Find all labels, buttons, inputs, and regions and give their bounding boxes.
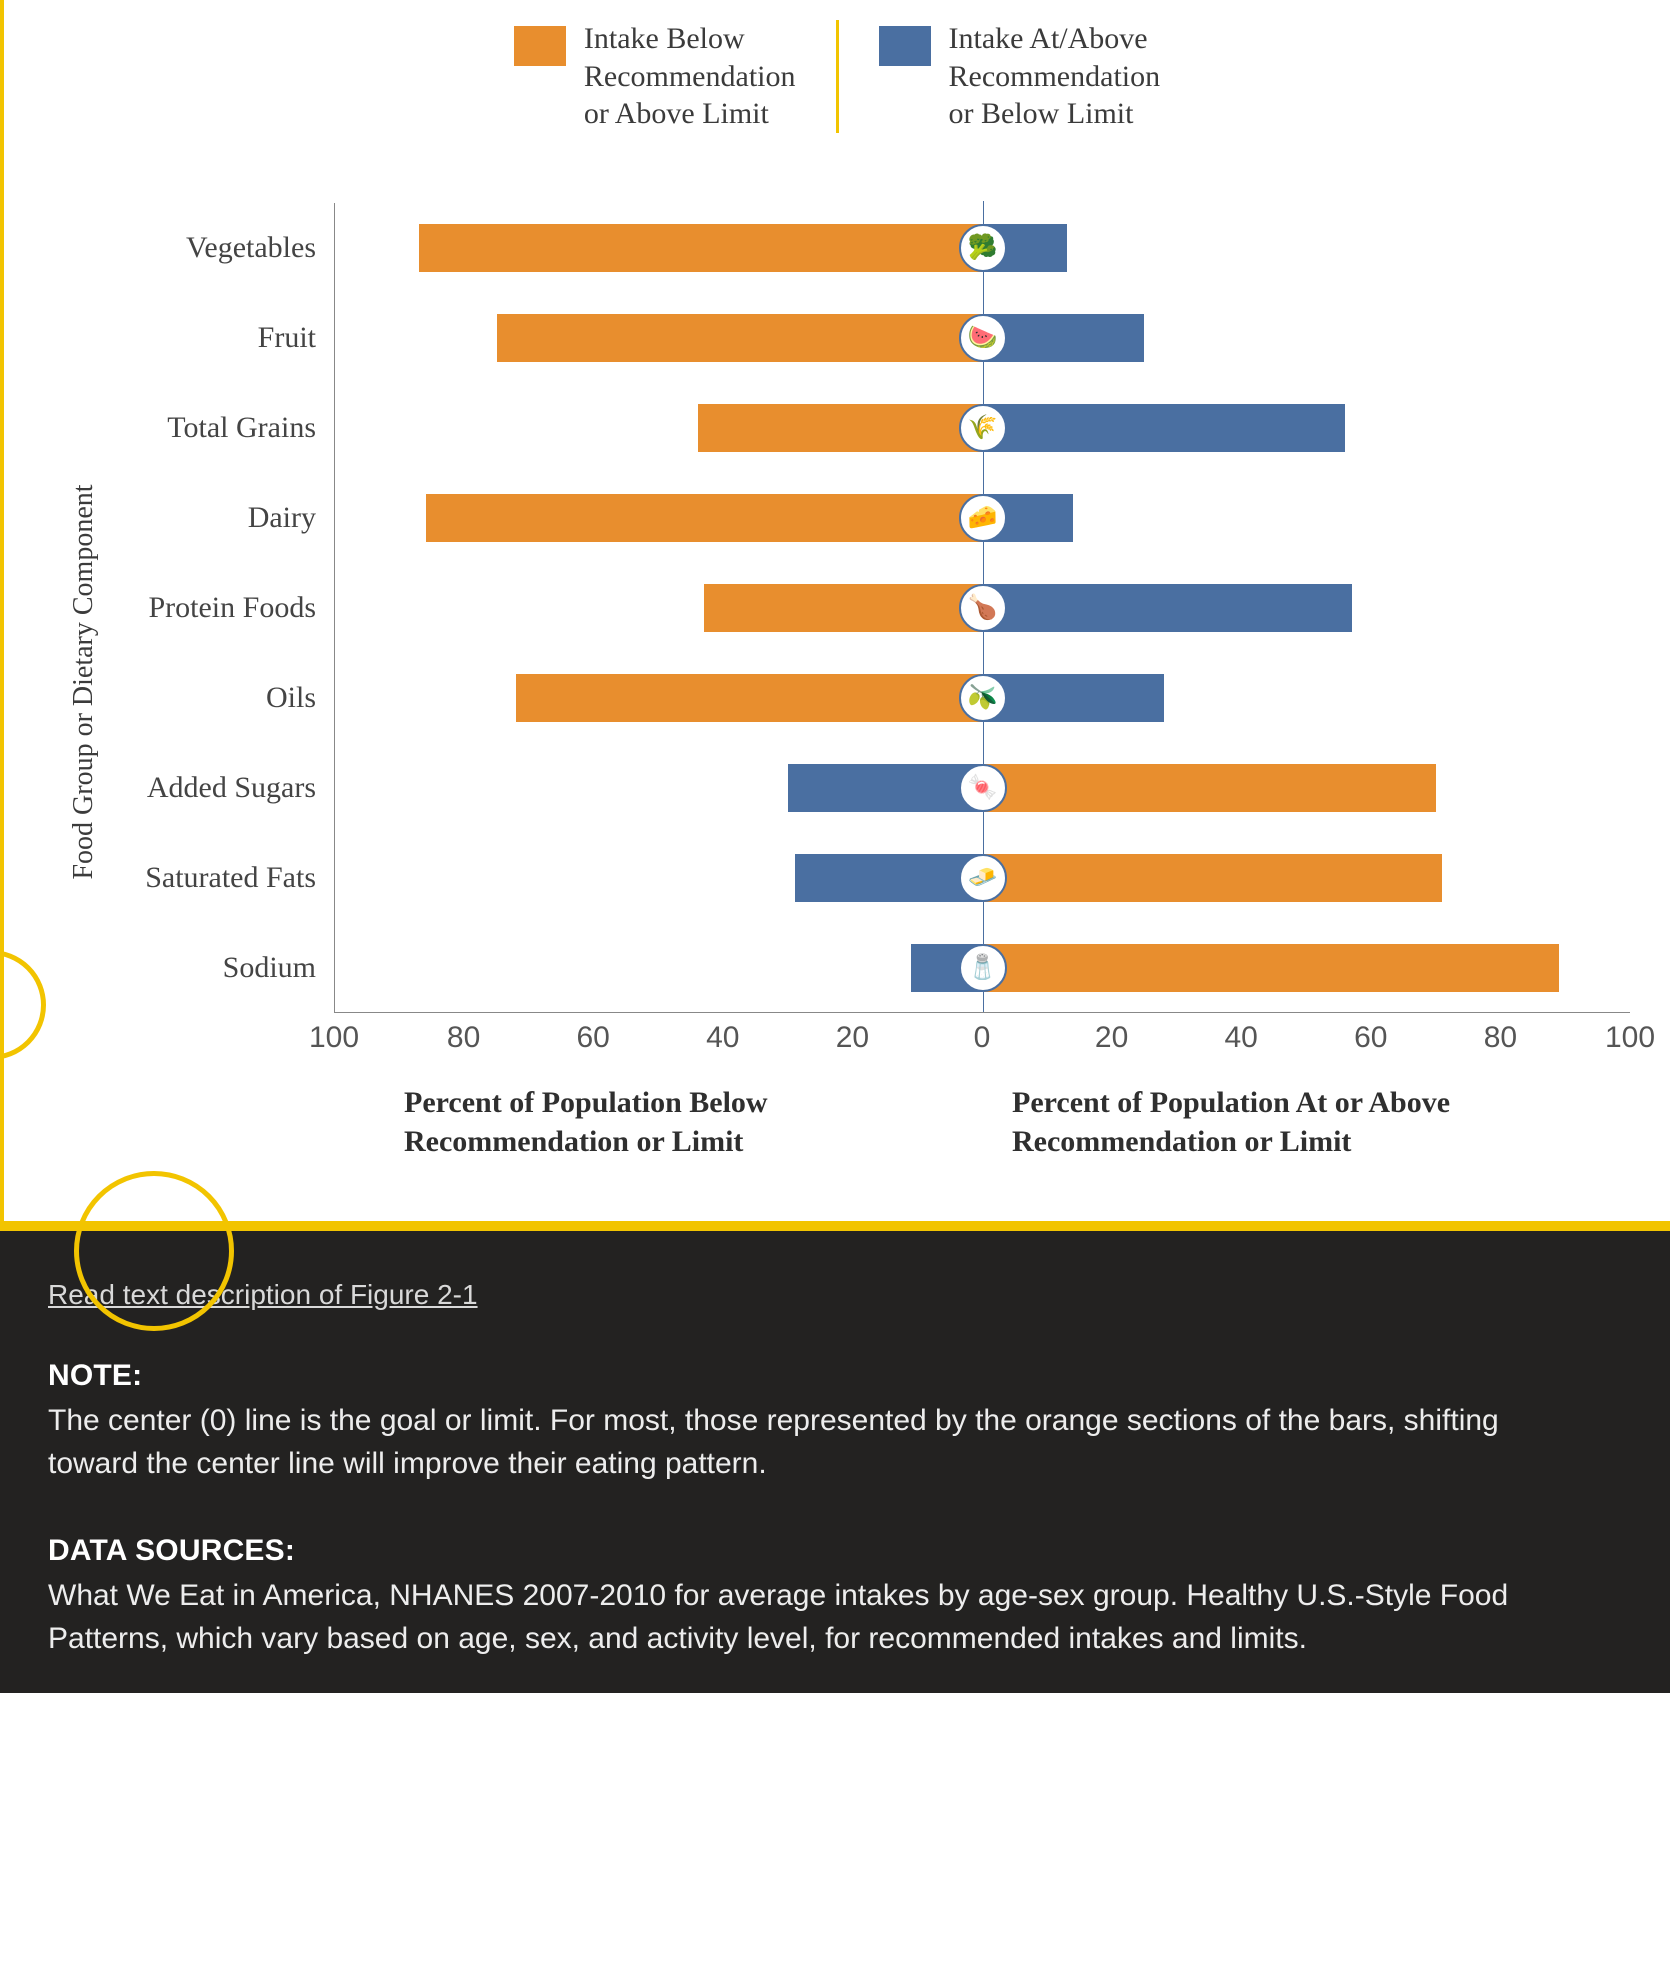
x-tick: 100 [309, 1021, 359, 1055]
category-label: Added Sugars [84, 743, 334, 833]
plot-area: 🥦 🍉 🌾 🧀 🍗 🫒 🍬 🧈 🧂 [334, 203, 1630, 1013]
bar-below [795, 854, 983, 902]
bar-below [426, 494, 983, 542]
x-tick: 60 [1354, 1021, 1387, 1055]
legend-label-atabove: Intake At/Above Recommendation or Below … [949, 20, 1161, 133]
decor-circle-icon [0, 950, 46, 1060]
x-tick: 20 [836, 1021, 869, 1055]
category-label: Vegetables [84, 203, 334, 293]
category-label: Saturated Fats [84, 833, 334, 923]
bar-below [419, 224, 982, 272]
category-label: Fruit [84, 293, 334, 383]
x-axis-titles: Percent of Population Below Recommendati… [334, 1083, 1630, 1161]
note-heading: NOTE: [48, 1359, 1622, 1393]
category-icon: 🍉 [959, 314, 1007, 362]
legend-item-atabove: Intake At/Above Recommendation or Below … [839, 20, 1201, 133]
category-icon: 🫒 [959, 674, 1007, 722]
bar-below [698, 404, 983, 452]
bar-atabove [983, 584, 1352, 632]
legend-item-below: Intake Below Recommendation or Above Lim… [474, 20, 836, 133]
bar-atabove [983, 854, 1443, 902]
bar-below [516, 674, 982, 722]
sources-body: What We Eat in America, NHANES 2007-2010… [48, 1574, 1588, 1661]
category-icon: 🧀 [959, 494, 1007, 542]
x-axis-title-left: Percent of Population Below Recommendati… [334, 1083, 982, 1161]
category-icon: 🌾 [959, 404, 1007, 452]
section-divider [0, 1221, 1670, 1231]
x-axis-ticks: 10080604020020406080100 [334, 1013, 1630, 1061]
bar-atabove [983, 404, 1346, 452]
category-label: Total Grains [84, 383, 334, 473]
x-tick: 100 [1605, 1021, 1655, 1055]
footer-panel: Read text description of Figure 2-1 NOTE… [0, 1231, 1670, 1693]
x-tick: 0 [974, 1021, 991, 1055]
bar-atabove [983, 944, 1559, 992]
x-tick: 60 [577, 1021, 610, 1055]
bar-atabove [983, 674, 1164, 722]
legend-swatch-orange [514, 26, 566, 66]
category-label: Protein Foods [84, 563, 334, 653]
category-labels: VegetablesFruitTotal GrainsDairyProtein … [84, 203, 334, 1013]
chart-area: Food Group or Dietary Component Vegetabl… [84, 203, 1630, 1161]
category-icon: 🍬 [959, 764, 1007, 812]
chart-panel: Intake Below Recommendation or Above Lim… [0, 0, 1670, 1221]
note-body: The center (0) line is the goal or limit… [48, 1399, 1588, 1486]
legend-swatch-blue [879, 26, 931, 66]
bar-below [497, 314, 983, 362]
x-tick: 80 [1484, 1021, 1517, 1055]
category-icon: 🥦 [959, 224, 1007, 272]
x-tick: 40 [706, 1021, 739, 1055]
bar-below [704, 584, 982, 632]
legend-label-below: Intake Below Recommendation or Above Lim… [584, 20, 796, 133]
bar-atabove [983, 314, 1145, 362]
category-label: Oils [84, 653, 334, 743]
bars-layer: 🥦 🍉 🌾 🧀 🍗 🫒 🍬 🧈 🧂 [335, 203, 1630, 1012]
category-label: Sodium [84, 923, 334, 1013]
category-icon: 🧂 [959, 944, 1007, 992]
x-tick: 20 [1095, 1021, 1128, 1055]
bar-below [788, 764, 982, 812]
category-icon: 🍗 [959, 584, 1007, 632]
x-tick: 40 [1225, 1021, 1258, 1055]
decor-circle-icon [74, 1171, 234, 1331]
legend: Intake Below Recommendation or Above Lim… [44, 20, 1630, 133]
sources-heading: DATA SOURCES: [48, 1534, 1622, 1568]
y-axis-title: Food Group or Dietary Component [68, 484, 100, 879]
category-label: Dairy [84, 473, 334, 563]
bar-atabove [983, 764, 1436, 812]
x-axis-title-right: Percent of Population At or Above Recomm… [982, 1083, 1630, 1161]
category-icon: 🧈 [959, 854, 1007, 902]
x-tick: 80 [447, 1021, 480, 1055]
